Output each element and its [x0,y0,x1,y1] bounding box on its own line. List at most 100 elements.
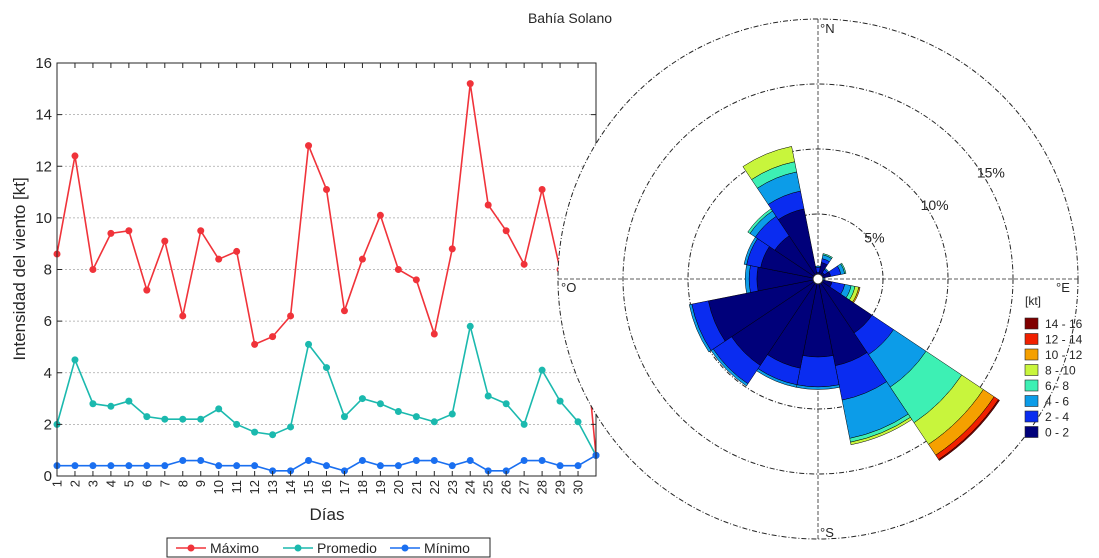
rose-petal-W-bin-1 [748,265,759,293]
rose-petal-NNW-bin-4 [742,146,795,180]
data-point [323,462,330,470]
x-tick-label: 19 [373,480,388,494]
x-tick-label: 12 [247,480,262,494]
legend-label: Promedio [317,540,377,556]
data-point [484,201,492,209]
data-point [71,152,79,160]
data-point [394,462,402,470]
data-point [107,402,115,410]
data-point [340,307,348,315]
rose-legend-swatch [1024,395,1039,407]
data-point [161,415,169,423]
data-point [179,415,187,423]
rose-ring [622,83,1014,475]
x-tick-label: 15 [301,480,316,494]
rose-direction-label: °N [820,21,835,36]
rose-petal-N-bin-2 [815,265,821,268]
rose-petal-NNE-bin-3 [822,253,833,259]
data-point [448,462,456,470]
series-line [56,326,597,456]
data-point [358,395,366,403]
rose-ring-label: 5% [864,230,884,246]
x-tick-label: 21 [409,480,424,494]
data-point [340,413,348,421]
x-tick-label: 9 [193,480,208,487]
data-point [269,431,277,439]
data-point [143,286,151,294]
rose-legend-swatch [1024,348,1039,361]
data-point [376,400,384,408]
data-point [556,397,564,405]
rose-legend-label: 14 - 16 [1045,317,1083,331]
rose-legend-label: 8 - 10 [1045,364,1076,378]
data-point [466,457,474,465]
rose-petal-WSW-bin-2 [688,303,712,353]
rose-legend-label: 4 - 6 [1045,395,1069,409]
data-point [287,423,295,431]
data-point [376,462,384,470]
line-chart-legend: Máximo Promedio Mínimo [166,537,491,558]
x-tick-label: 27 [517,480,532,494]
x-tick-label: 5 [121,480,136,487]
data-point [412,276,420,284]
line-chart-legend-box [166,537,491,558]
series-1 [53,322,600,459]
data-point [484,392,492,400]
data-point [71,462,79,470]
data-point [269,467,277,475]
data-point [340,467,348,475]
x-tick-label: 16 [319,480,334,494]
rose-direction-label: °E [1056,280,1070,295]
wind-rose-overlay: 5% 10% 15% °N °S °E °O [561,21,1070,540]
rose-legend-label: 12 - 14 [1045,333,1083,347]
x-tick-label: 28 [535,480,550,494]
series-0 [53,80,600,459]
y-tick-label: 6 [44,313,52,330]
data-point [358,255,366,263]
data-point [197,415,205,423]
data-point [574,462,582,470]
data-point [538,366,546,374]
data-point [448,410,456,418]
series-2 [53,451,600,475]
line-chart-grid [57,114,596,425]
rose-legend-swatch [1024,317,1039,330]
data-point [394,266,402,273]
data-point [89,266,97,273]
x-tick-label: 6 [139,480,154,487]
y-tick-label: 2 [44,416,52,433]
x-tick-label: 4 [103,480,118,487]
data-point [161,462,169,470]
data-point [448,245,456,253]
x-tick-label: 1 [50,480,65,487]
data-point [323,364,330,372]
data-point [287,467,295,475]
x-tick-label: 13 [265,480,280,494]
data-point [520,420,528,428]
rose-legend-swatch [1024,426,1039,438]
rose-legend-swatch [1024,333,1039,345]
line-chart-x-axis-label: Días [310,505,345,524]
x-tick-label: 10 [211,480,226,494]
data-point [502,467,510,475]
rose-legend-label: 10 - 12 [1045,348,1083,362]
data-point [502,227,510,235]
line-chart-series [53,80,600,475]
data-point [251,428,259,436]
rose-legend-swatch [1024,379,1039,392]
data-point [520,260,528,268]
rose-ring-label: 10% [921,197,949,213]
data-point [430,330,438,338]
y-tick-label: 0 [44,468,52,485]
data-point [89,462,97,470]
x-tick-label: 11 [229,480,244,494]
data-point [556,462,564,470]
data-point [466,322,474,330]
y-tick-label: 8 [44,262,52,279]
data-point [125,462,133,470]
x-tick-label: 30 [571,480,586,494]
